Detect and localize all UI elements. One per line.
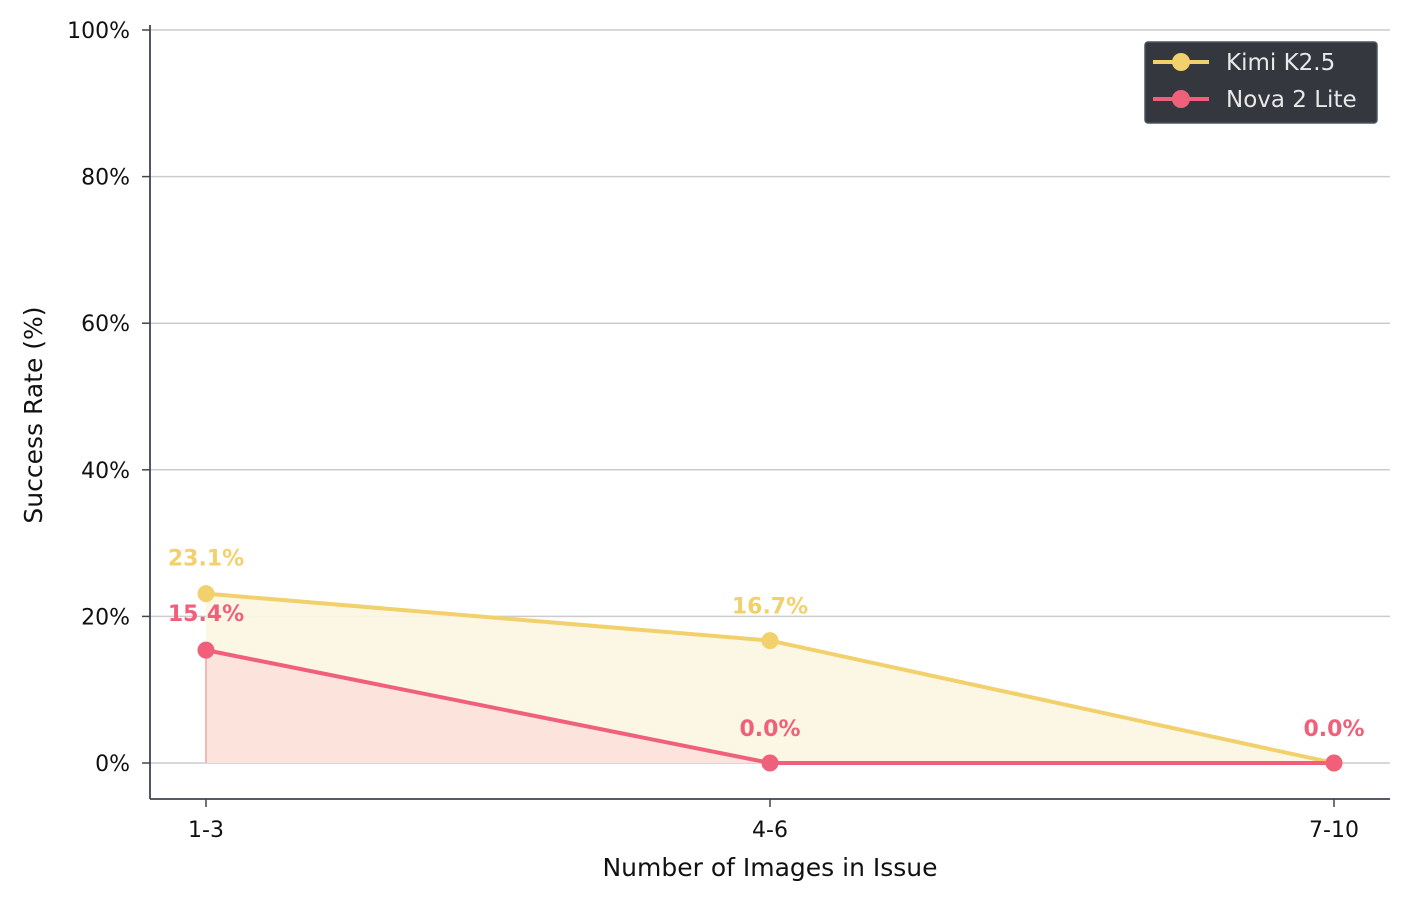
- y-tick-label: 60%: [81, 312, 130, 337]
- axes: 0% 20% 40% 60% 80% 100% 1-3 4-6 7-10: [67, 19, 1390, 843]
- data-label: 0.0%: [739, 717, 800, 742]
- area-fills: [205, 593, 1334, 763]
- x-tick-label: 7-10: [1309, 818, 1359, 843]
- y-tick-label: 20%: [81, 605, 130, 630]
- data-points: [197, 585, 1343, 772]
- data-point: [761, 754, 779, 772]
- data-label: 15.4%: [168, 602, 244, 627]
- data-label: 16.7%: [732, 595, 808, 620]
- data-label: 0.0%: [1303, 717, 1364, 742]
- data-point: [197, 585, 215, 603]
- data-point: [761, 632, 779, 650]
- data-point: [197, 641, 215, 659]
- x-axis-title: Number of Images in Issue: [602, 853, 937, 882]
- data-label: 23.1%: [168, 547, 244, 572]
- x-tick-label: 1-3: [188, 818, 224, 843]
- y-tick-label: 40%: [81, 459, 130, 484]
- x-tick-label: 4-6: [752, 818, 788, 843]
- legend-swatch-marker: [1172, 90, 1190, 108]
- data-labels: 23.1% 16.7% 15.4% 0.0% 0.0%: [168, 547, 1365, 742]
- legend-label: Kimi K2.5: [1226, 50, 1335, 76]
- y-axis-title: Success Rate (%): [19, 306, 48, 523]
- area-fill: [206, 650, 1334, 763]
- y-tick-label: 100%: [67, 19, 130, 44]
- data-point: [1325, 754, 1343, 772]
- legend-swatch-marker: [1172, 53, 1190, 71]
- y-tick-label: 80%: [81, 166, 130, 191]
- legend: Kimi K2.5 Nova 2 Lite: [1144, 41, 1378, 124]
- legend-label: Nova 2 Lite: [1226, 87, 1357, 113]
- y-tick-label: 0%: [95, 752, 130, 777]
